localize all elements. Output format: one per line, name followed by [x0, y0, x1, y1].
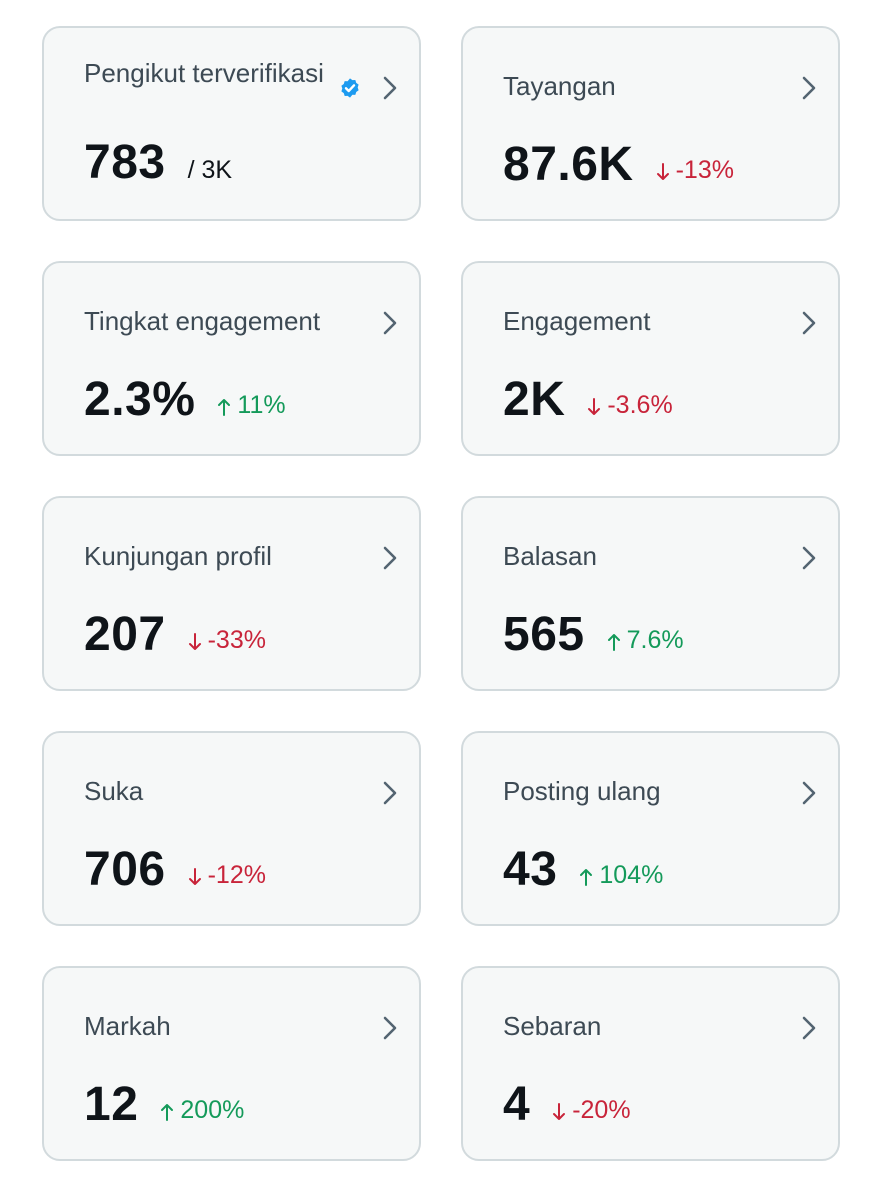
metric-value: 2.3%: [84, 373, 196, 426]
chevron-right-icon[interactable]: [379, 780, 401, 806]
metric-change-value: -12%: [207, 860, 266, 889]
metric-row: 783 / 3K: [84, 138, 232, 188]
metric-row: 706 -12%: [84, 845, 266, 895]
card-label: Kunjungan profil: [84, 541, 272, 571]
metric-change: -3.6%: [587, 390, 673, 420]
card-label: Engagement: [503, 306, 651, 336]
card-label: Sebaran: [503, 1011, 602, 1041]
card-profile-visits[interactable]: Kunjungan profil 207 -33%: [42, 496, 421, 691]
card-label: Tingkat engagement: [84, 306, 321, 336]
metric-change: 7.6%: [607, 626, 684, 655]
metric-change-value: 11%: [237, 390, 286, 419]
metric-change-value: -13%: [675, 155, 734, 184]
metric-change: 11%: [217, 390, 286, 420]
metric-value: 706: [84, 843, 166, 896]
metric-value: 43: [503, 843, 558, 896]
metric-change-value: 7.6%: [626, 625, 684, 654]
metric-row: 207 -33%: [84, 610, 266, 660]
metric-change: -13%: [656, 156, 734, 185]
metric-value: 87.6K: [503, 138, 634, 191]
arrow-down-icon: [188, 868, 201, 885]
card-label: Pengikut terverifikasi: [84, 58, 324, 88]
card-bookmarks[interactable]: Markah 12 200%: [42, 966, 421, 1161]
metric-row: 2K -3.6%: [503, 375, 673, 425]
metric-value: 4: [503, 1078, 531, 1131]
metric-change: -33%: [188, 626, 266, 655]
metric-change-value: -33%: [207, 625, 266, 654]
card-label: Tayangan: [503, 71, 616, 101]
metric-row: 43 104%: [503, 845, 663, 895]
chevron-right-icon[interactable]: [798, 545, 820, 571]
chevron-right-icon[interactable]: [798, 780, 820, 806]
chevron-right-icon[interactable]: [798, 75, 820, 101]
arrow-up-icon: [580, 869, 593, 886]
arrow-down-icon: [656, 163, 669, 180]
card-engagement[interactable]: Engagement 2K -3.6%: [461, 261, 840, 456]
chevron-right-icon[interactable]: [379, 310, 401, 336]
card-views[interactable]: Tayangan 87.6K -13%: [461, 26, 840, 221]
card-replies[interactable]: Balasan 565 7.6%: [461, 496, 840, 691]
metric-change: 200%: [160, 1096, 244, 1125]
metric-change-value: 104%: [599, 860, 664, 889]
chevron-right-icon[interactable]: [379, 545, 401, 571]
card-label: Balasan: [503, 541, 597, 571]
card-label: Posting ulang: [503, 776, 661, 806]
arrow-down-icon: [588, 398, 601, 415]
chevron-right-icon[interactable]: [798, 310, 820, 336]
metric-change-value: -3.6%: [607, 390, 673, 419]
metric-change-value: 200%: [180, 1095, 245, 1124]
arrow-up-icon: [161, 1104, 174, 1121]
card-likes[interactable]: Suka 706 -12%: [42, 731, 421, 926]
card-engagement-rate[interactable]: Tingkat engagement 2.3% 11%: [42, 261, 421, 456]
metric-row: 87.6K -13%: [503, 140, 734, 190]
card-label: Markah: [84, 1011, 171, 1041]
chevron-right-icon[interactable]: [379, 1015, 401, 1041]
metric-change: -12%: [188, 861, 266, 890]
metric-value: 565: [503, 608, 585, 661]
metric-value: 783: [84, 136, 166, 189]
arrow-up-icon: [218, 399, 231, 416]
metric-value: 12: [84, 1078, 139, 1131]
metric-row: 2.3% 11%: [84, 375, 286, 425]
metric-row: 565 7.6%: [503, 610, 684, 660]
card-verified-followers[interactable]: Pengikut terverifikasi 783 / 3K: [42, 26, 421, 221]
arrow-down-icon: [188, 633, 201, 650]
arrow-down-icon: [553, 1103, 566, 1120]
analytics-card-grid: Pengikut terverifikasi 783 / 3K Tayangan…: [42, 26, 840, 1161]
metric-value: 2K: [503, 373, 566, 426]
chevron-right-icon[interactable]: [798, 1015, 820, 1041]
metric-change-value: -20%: [572, 1095, 631, 1124]
metric-total: / 3K: [187, 156, 233, 184]
card-reposts[interactable]: Posting ulang 43 104%: [461, 731, 840, 926]
metric-row: 12 200%: [84, 1080, 244, 1130]
verified-badge-icon: [341, 78, 359, 98]
metric-change: -20%: [552, 1095, 631, 1125]
metric-row: 4 -20%: [503, 1080, 631, 1130]
chevron-right-icon[interactable]: [379, 75, 401, 101]
card-shares[interactable]: Sebaran 4 -20%: [461, 966, 840, 1161]
metric-value: 207: [84, 608, 166, 661]
metric-change: 104%: [579, 861, 663, 890]
card-label: Suka: [84, 776, 144, 806]
arrow-up-icon: [607, 634, 620, 651]
